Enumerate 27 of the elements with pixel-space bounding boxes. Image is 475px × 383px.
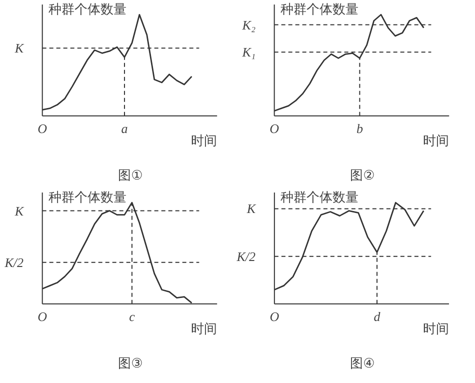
text: 图② xyxy=(350,168,375,184)
x-tick-label: d xyxy=(374,308,381,324)
x-axis-title: 时间 xyxy=(191,134,218,149)
x-axis-title: 时间 xyxy=(422,322,449,337)
ref-line-label: K xyxy=(14,40,25,56)
ref-line-label: K/2 xyxy=(236,248,256,264)
ref-line-label: K₂ xyxy=(241,17,256,32)
text: 图① xyxy=(118,168,143,184)
ref-line-label: K xyxy=(246,201,257,216)
y-axis-title: 种群个体数量 xyxy=(280,190,358,206)
text: 图③ xyxy=(118,356,143,372)
y-axis-title: 种群个体数量 xyxy=(48,2,126,18)
ref-line-label: K/2 xyxy=(4,254,24,270)
x-tick-label: a xyxy=(121,120,128,136)
x-tick-label: O xyxy=(38,120,48,136)
x-axis-title: 时间 xyxy=(423,134,450,149)
x-tick-label: b xyxy=(356,120,364,136)
x-tick-label: O xyxy=(270,120,280,136)
ref-line-label: K xyxy=(14,203,25,218)
x-axis-title: 时间 xyxy=(191,322,218,337)
text: 图④ xyxy=(350,356,375,372)
y-axis-title: 种群个体数量 xyxy=(48,190,126,206)
x-tick-label: O xyxy=(270,308,280,324)
ref-line-label: K₁ xyxy=(241,44,256,60)
y-axis-title: 种群个体数量 xyxy=(280,2,358,18)
x-tick-label: O xyxy=(38,308,48,324)
x-tick-label: c xyxy=(129,308,136,324)
